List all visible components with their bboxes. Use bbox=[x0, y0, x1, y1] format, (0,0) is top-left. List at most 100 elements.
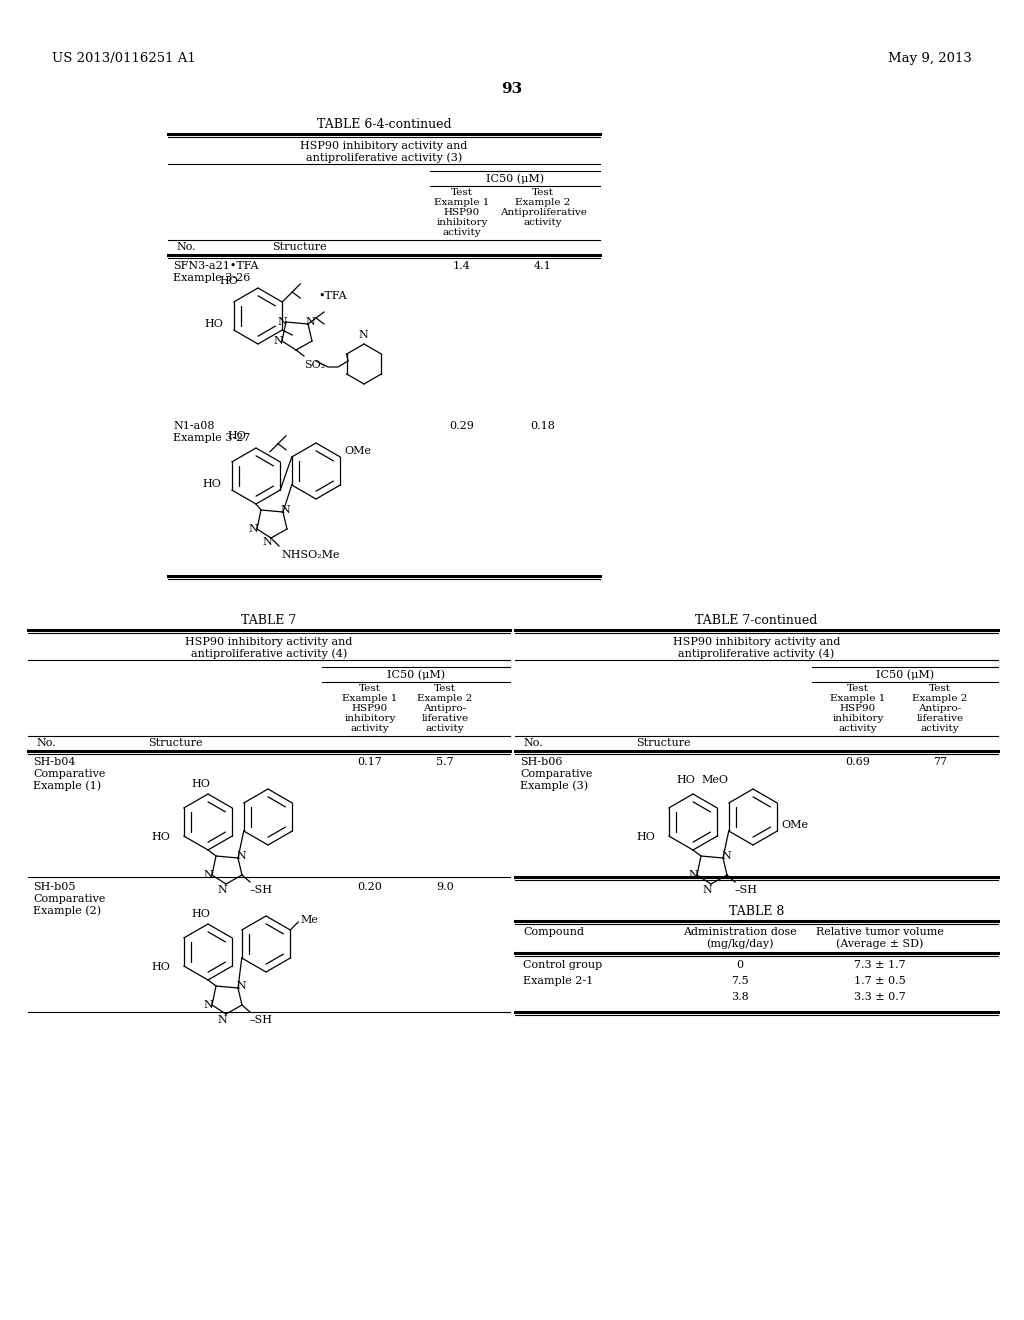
Text: Administration dose
(mg/kg/day): Administration dose (mg/kg/day) bbox=[683, 927, 797, 949]
Text: Structure: Structure bbox=[271, 242, 327, 252]
Text: N: N bbox=[237, 851, 246, 861]
Text: IC50 (μM): IC50 (μM) bbox=[486, 173, 544, 183]
Text: Example 2: Example 2 bbox=[515, 198, 570, 207]
Text: TABLE 7-continued: TABLE 7-continued bbox=[695, 614, 818, 627]
Text: HO: HO bbox=[191, 779, 210, 789]
Text: No.: No. bbox=[176, 242, 196, 252]
Text: Test: Test bbox=[929, 684, 951, 693]
Text: HO: HO bbox=[202, 479, 221, 488]
Text: TABLE 7: TABLE 7 bbox=[242, 614, 297, 627]
Text: IC50 (μM): IC50 (μM) bbox=[876, 669, 934, 680]
Text: N: N bbox=[203, 870, 213, 880]
Text: HSP90 inhibitory activity and: HSP90 inhibitory activity and bbox=[185, 638, 352, 647]
Text: 0.20: 0.20 bbox=[357, 882, 382, 892]
Text: SH-b06
Comparative
Example (3): SH-b06 Comparative Example (3) bbox=[520, 756, 592, 791]
Text: Test: Test bbox=[359, 684, 381, 693]
Text: activity: activity bbox=[523, 218, 562, 227]
Text: Antiproliferative: Antiproliferative bbox=[500, 209, 587, 216]
Text: HO: HO bbox=[636, 832, 655, 842]
Text: HO: HO bbox=[152, 962, 170, 972]
Text: Control group: Control group bbox=[523, 960, 602, 970]
Text: 1.4: 1.4 bbox=[454, 261, 471, 271]
Text: 7.3 ± 1.7: 7.3 ± 1.7 bbox=[854, 960, 906, 970]
Text: 9.0: 9.0 bbox=[436, 882, 454, 892]
Text: liferative: liferative bbox=[422, 714, 469, 723]
Text: N: N bbox=[203, 1001, 213, 1010]
Text: N: N bbox=[217, 884, 227, 895]
Text: 77: 77 bbox=[933, 756, 947, 767]
Text: HSP90 inhibitory activity and: HSP90 inhibitory activity and bbox=[673, 638, 840, 647]
Text: antiproliferative activity (3): antiproliferative activity (3) bbox=[306, 152, 462, 162]
Text: TABLE 8: TABLE 8 bbox=[729, 906, 784, 917]
Text: 5.7: 5.7 bbox=[436, 756, 454, 767]
Text: HSP90: HSP90 bbox=[352, 704, 388, 713]
Text: Test: Test bbox=[434, 684, 456, 693]
Text: activity: activity bbox=[921, 723, 959, 733]
Text: Structure: Structure bbox=[636, 738, 691, 748]
Text: SFN3-a21•TFA
Example 3-26: SFN3-a21•TFA Example 3-26 bbox=[173, 261, 258, 282]
Text: antiproliferative activity (4): antiproliferative activity (4) bbox=[190, 648, 347, 659]
Text: HSP90 inhibitory activity and: HSP90 inhibitory activity and bbox=[300, 141, 468, 150]
Text: 4.1: 4.1 bbox=[535, 261, 552, 271]
Text: HSP90: HSP90 bbox=[443, 209, 480, 216]
Text: N: N bbox=[358, 330, 368, 341]
Text: N: N bbox=[721, 851, 731, 861]
Text: No.: No. bbox=[36, 738, 55, 748]
Text: Example 1: Example 1 bbox=[342, 694, 397, 704]
Text: 93: 93 bbox=[502, 82, 522, 96]
Text: –SH: –SH bbox=[735, 884, 758, 895]
Text: 0.69: 0.69 bbox=[846, 756, 870, 767]
Text: Compound: Compound bbox=[523, 927, 584, 937]
Text: TABLE 6-4-continued: TABLE 6-4-continued bbox=[316, 117, 452, 131]
Text: No.: No. bbox=[523, 738, 543, 748]
Text: 3.3 ± 0.7: 3.3 ± 0.7 bbox=[854, 993, 906, 1002]
Text: HO: HO bbox=[227, 432, 246, 441]
Text: N1-a08
Example 3-27: N1-a08 Example 3-27 bbox=[173, 421, 250, 442]
Text: HO: HO bbox=[191, 909, 210, 919]
Text: inhibitory: inhibitory bbox=[436, 218, 487, 227]
Text: Example 2: Example 2 bbox=[418, 694, 473, 704]
Text: activity: activity bbox=[442, 228, 481, 238]
Text: N: N bbox=[688, 870, 698, 880]
Text: OMe: OMe bbox=[344, 446, 371, 455]
Text: OMe: OMe bbox=[781, 820, 808, 830]
Text: Example 2-1: Example 2-1 bbox=[523, 975, 593, 986]
Text: inhibitory: inhibitory bbox=[344, 714, 395, 723]
Text: HO: HO bbox=[219, 276, 238, 286]
Text: May 9, 2013: May 9, 2013 bbox=[888, 51, 972, 65]
Text: 7.5: 7.5 bbox=[731, 975, 749, 986]
Text: IC50 (μM): IC50 (μM) bbox=[387, 669, 445, 680]
Text: 3.8: 3.8 bbox=[731, 993, 749, 1002]
Text: Me: Me bbox=[300, 915, 318, 925]
Text: N: N bbox=[305, 317, 314, 327]
Text: activity: activity bbox=[350, 723, 389, 733]
Text: 0.29: 0.29 bbox=[450, 421, 474, 432]
Text: Test: Test bbox=[451, 187, 473, 197]
Text: N: N bbox=[278, 317, 287, 327]
Text: antiproliferative activity (4): antiproliferative activity (4) bbox=[678, 648, 835, 659]
Text: SH-b04
Comparative
Example (1): SH-b04 Comparative Example (1) bbox=[33, 756, 105, 791]
Text: N: N bbox=[702, 884, 712, 895]
Text: activity: activity bbox=[426, 723, 464, 733]
Text: HSP90: HSP90 bbox=[840, 704, 877, 713]
Text: Structure: Structure bbox=[147, 738, 203, 748]
Text: –SH: –SH bbox=[250, 1015, 273, 1026]
Text: US 2013/0116251 A1: US 2013/0116251 A1 bbox=[52, 51, 196, 65]
Text: HO: HO bbox=[204, 319, 223, 329]
Text: MeO: MeO bbox=[701, 775, 728, 785]
Text: HO: HO bbox=[676, 775, 695, 785]
Text: Example 1: Example 1 bbox=[434, 198, 489, 207]
Text: Antipro-: Antipro- bbox=[423, 704, 467, 713]
Text: Test: Test bbox=[532, 187, 554, 197]
Text: liferative: liferative bbox=[916, 714, 964, 723]
Text: Test: Test bbox=[847, 684, 869, 693]
Text: N: N bbox=[273, 337, 283, 346]
Text: Antipro-: Antipro- bbox=[919, 704, 962, 713]
Text: 1.7 ± 0.5: 1.7 ± 0.5 bbox=[854, 975, 906, 986]
Text: N: N bbox=[262, 537, 272, 546]
Text: NHSO₂Me: NHSO₂Me bbox=[281, 550, 340, 560]
Text: 0: 0 bbox=[736, 960, 743, 970]
Text: N: N bbox=[248, 524, 258, 535]
Text: N: N bbox=[237, 981, 246, 991]
Text: N: N bbox=[281, 506, 290, 515]
